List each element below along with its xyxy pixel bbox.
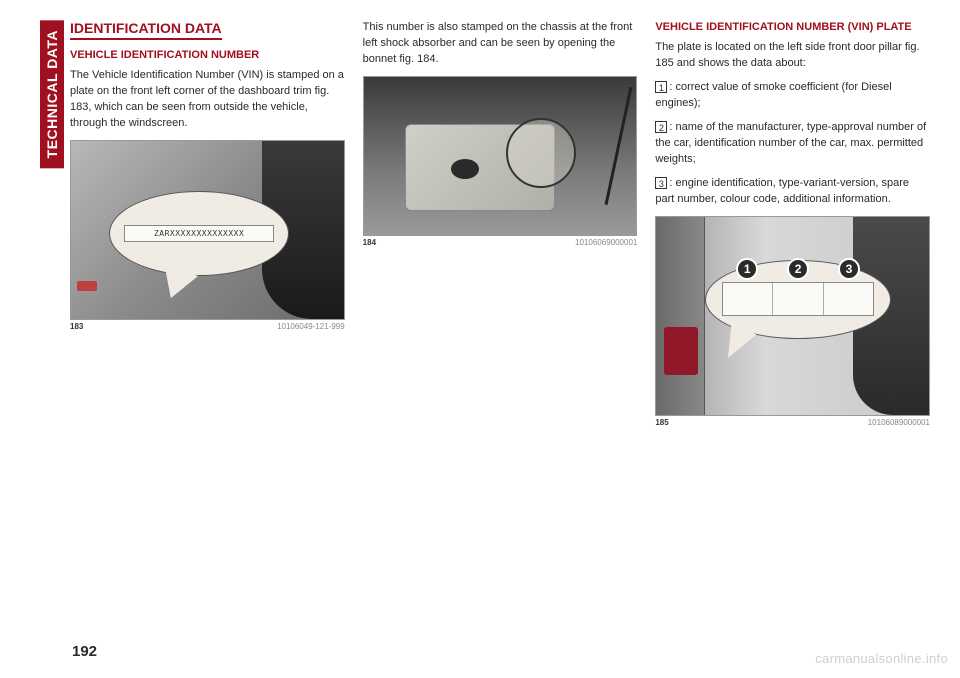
bullet-2: 2: name of the manufacturer, type-approv… xyxy=(655,120,930,168)
marker-1: 1 xyxy=(736,258,758,280)
markers-row: 1 2 3 xyxy=(722,258,875,280)
figure-code: 10106069000001 xyxy=(575,238,637,247)
callout-bubble: ZARXXXXXXXXXXXXXX xyxy=(109,191,289,276)
vin-plate-sample: ZARXXXXXXXXXXXXXX xyxy=(124,225,273,242)
marker-2: 2 xyxy=(787,258,809,280)
bullet-2-text: : name of the manufacturer, type-approva… xyxy=(655,121,926,165)
figure-number: 184 xyxy=(363,238,376,247)
inline-marker-3: 3 xyxy=(655,177,667,189)
column-2: This number is also stamped on the chass… xyxy=(363,20,638,628)
page-content: IDENTIFICATION DATA VEHICLE IDENTIFICATI… xyxy=(70,20,930,628)
figure-185: 1 2 3 185 10106089000001 xyxy=(655,216,930,427)
figure-183-caption: 183 10106049-121-999 xyxy=(70,322,345,331)
vin-plate-subtitle: VEHICLE IDENTIFICATION NUMBER (VIN) PLAT… xyxy=(655,20,930,34)
figure-185-caption: 185 10106089000001 xyxy=(655,418,930,427)
figure-184-caption: 184 10106069000001 xyxy=(363,238,638,247)
chassis-body-text: This number is also stamped on the chass… xyxy=(363,20,638,68)
vin-plate-detail xyxy=(722,282,875,316)
plate-segment-3 xyxy=(824,283,874,315)
page-number: 192 xyxy=(72,643,97,660)
section-tab: TECHNICAL DATA xyxy=(40,20,64,168)
figure-code: 10106089000001 xyxy=(868,418,930,427)
bonnet-strut xyxy=(605,87,633,205)
bullet-1-text: : correct value of smoke coefficient (fo… xyxy=(655,81,891,109)
bullet-3: 3: engine identification, type-variant-v… xyxy=(655,176,930,208)
vin-body-text: The Vehicle Identification Number (VIN) … xyxy=(70,68,345,132)
door-edge xyxy=(656,217,705,415)
reflector xyxy=(77,281,97,291)
figure-number: 185 xyxy=(655,418,668,427)
inline-marker-1: 1 xyxy=(655,81,667,93)
figure-184: 184 10106069000001 xyxy=(363,76,638,247)
column-1: IDENTIFICATION DATA VEHICLE IDENTIFICATI… xyxy=(70,20,345,628)
column-3: VEHICLE IDENTIFICATION NUMBER (VIN) PLAT… xyxy=(655,20,930,628)
red-identification-plate xyxy=(664,327,698,375)
section-title: IDENTIFICATION DATA xyxy=(70,20,222,40)
plate-segment-1 xyxy=(723,283,774,315)
callout-circle xyxy=(506,118,576,188)
marker-3: 3 xyxy=(838,258,860,280)
vin-subtitle: VEHICLE IDENTIFICATION NUMBER xyxy=(70,48,345,62)
plate-segment-2 xyxy=(773,283,824,315)
figure-184-image xyxy=(363,76,638,236)
vin-plate-intro: The plate is located on the left side fr… xyxy=(655,40,930,72)
bullet-3-text: : engine identification, type-variant-ve… xyxy=(655,177,909,205)
bullet-1: 1: correct value of smoke coefficient (f… xyxy=(655,80,930,112)
figure-number: 183 xyxy=(70,322,83,331)
figure-code: 10106049-121-999 xyxy=(277,322,345,331)
figure-183-image: ZARXXXXXXXXXXXXXX xyxy=(70,140,345,320)
oil-cap xyxy=(451,159,479,179)
inline-marker-2: 2 xyxy=(655,121,667,133)
figure-183: ZARXXXXXXXXXXXXXX 183 10106049-121-999 xyxy=(70,140,345,331)
figure-185-image: 1 2 3 xyxy=(655,216,930,416)
watermark: carmanualsonline.info xyxy=(815,651,948,666)
